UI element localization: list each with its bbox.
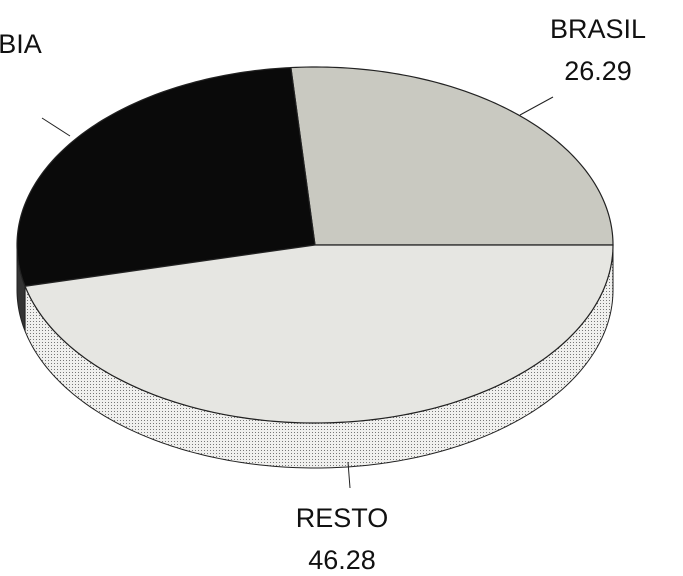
leader-line xyxy=(519,96,554,116)
slice xyxy=(16,66,316,287)
leader-line xyxy=(347,461,351,489)
leader-line xyxy=(41,117,71,137)
value-label: 46.28 xyxy=(308,545,376,575)
slice-label: BIA xyxy=(0,29,42,59)
slice xyxy=(290,66,614,246)
value-label: 26.29 xyxy=(564,56,632,86)
slice-label: RESTO xyxy=(296,503,389,533)
slice-label: BRASIL xyxy=(550,14,646,44)
slice xyxy=(24,244,614,424)
